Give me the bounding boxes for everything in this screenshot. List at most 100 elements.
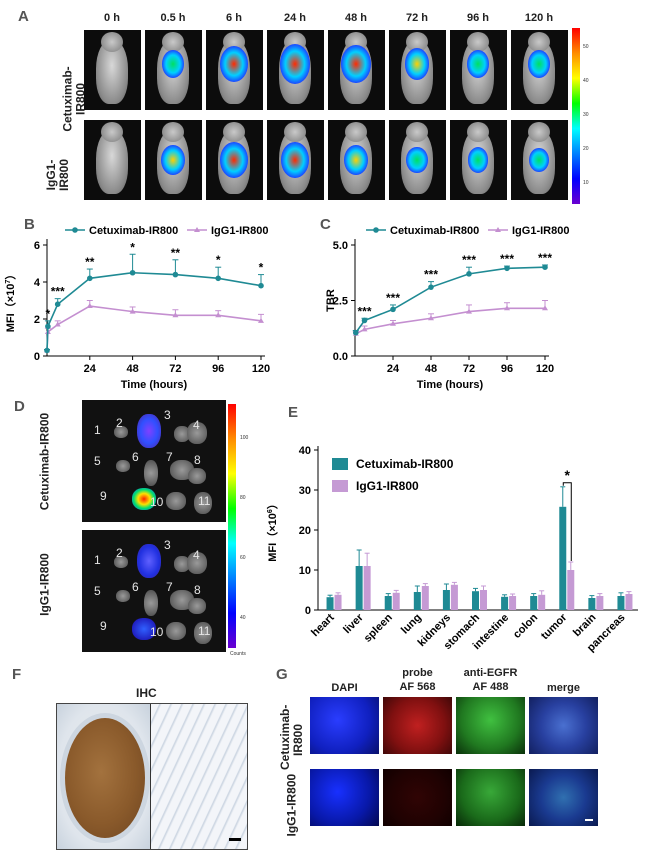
legend-marker: [194, 227, 200, 232]
mouse-head: [406, 122, 428, 142]
organ-number: 6: [132, 580, 139, 594]
legend-label: IgG1-IR800: [512, 225, 569, 237]
category-label: colon: [511, 611, 540, 640]
fluorescence-micrograph: [456, 697, 525, 754]
fluorescence-micrograph: [310, 697, 379, 754]
timepoint-label: 0 h: [104, 12, 120, 24]
mouse-head: [467, 32, 489, 52]
colorbar-tick: 20: [583, 146, 589, 152]
organ: [187, 552, 207, 574]
bar-cetuximab: [501, 596, 509, 610]
data-point-igg1: [466, 308, 472, 314]
bar-igg1: [509, 596, 517, 610]
colorbar-d: [228, 404, 236, 648]
data-point-cetuximab: [258, 282, 264, 289]
timepoint-label: 96 h: [466, 12, 489, 24]
mouse-head: [528, 32, 550, 52]
data-point-igg1: [428, 315, 434, 321]
fluorescence-micrograph: [456, 769, 525, 826]
mouse-image: [145, 30, 202, 110]
data-point-igg1: [390, 320, 396, 326]
y-tick-label: 2.5: [333, 296, 348, 308]
data-point-cetuximab: [428, 284, 434, 290]
y-tick-label: 2: [34, 314, 40, 326]
data-point-igg1: [172, 312, 179, 318]
bar-igg1: [567, 570, 575, 610]
mouse-head: [406, 32, 428, 52]
x-tick-label: 72: [463, 363, 475, 375]
significance-label: ***: [51, 285, 65, 299]
y-tick-label: 0: [305, 605, 311, 617]
y-axis-label-tail: ）: [4, 269, 17, 280]
significance-label: *: [130, 240, 135, 254]
x-tick-label: 24: [84, 363, 97, 375]
significance-label: *: [565, 467, 571, 483]
mouse-image: [145, 120, 202, 200]
data-point-cetuximab: [87, 275, 93, 282]
ex-vivo-image-cetuximab: 1 2 3 4 5 6 7 8 9 10 11: [82, 400, 226, 522]
data-point-cetuximab: [54, 301, 61, 307]
fluorescence-signal: [467, 147, 489, 173]
y-tick-label: 20: [299, 525, 311, 537]
organ-number: 5: [94, 454, 101, 468]
ihc-stained-tumor: [65, 718, 145, 838]
fluorescence-signal: [161, 144, 185, 176]
data-point-igg1: [129, 308, 136, 314]
mouse-head: [223, 122, 245, 142]
scale-bar: [229, 838, 241, 841]
significance-label: ***: [357, 304, 371, 318]
category-label: spleen: [362, 611, 395, 644]
panel-label-f: F: [12, 666, 22, 683]
data-point-cetuximab: [45, 323, 51, 330]
mouse-head: [284, 122, 306, 142]
significance-label: ***: [500, 252, 514, 266]
category-label: tumor: [539, 611, 570, 642]
colorbar-tick: 100: [240, 435, 249, 441]
x-tick-label: 96: [501, 363, 513, 375]
fluorescence-signal: [281, 142, 309, 178]
legend-marker: [373, 227, 379, 233]
bar-igg1: [363, 566, 371, 610]
fluorescence-signal: [279, 44, 311, 84]
organ: [144, 590, 158, 616]
organ-number: 7: [166, 450, 173, 464]
data-point-cetuximab: [542, 264, 548, 270]
bar-cetuximab: [413, 592, 421, 610]
data-point-igg1: [504, 305, 510, 311]
g-column-header: DAPI: [331, 682, 358, 694]
data-point-igg1: [86, 303, 93, 309]
mouse-image: [450, 120, 507, 200]
mouse-head: [101, 32, 123, 52]
bar-cetuximab: [588, 598, 596, 610]
ihc-divider: [150, 704, 151, 849]
data-point-igg1: [215, 312, 222, 318]
panel-label-c: C: [320, 216, 331, 233]
category-label: liver: [341, 611, 366, 636]
organ-number: 1: [94, 423, 101, 437]
bar-igg1: [334, 594, 342, 610]
organ: [132, 488, 156, 510]
organ-number: 9: [100, 619, 107, 633]
ihc-tumor-field: [57, 704, 150, 849]
organ: [137, 414, 161, 448]
significance-label: *: [259, 261, 264, 275]
legend-label: Cetuximab-IR800: [89, 225, 178, 237]
data-point-cetuximab: [466, 271, 472, 277]
colorbar-tick: 60: [240, 555, 246, 561]
organ: [187, 422, 207, 444]
legend-swatch: [332, 480, 348, 492]
category-label: heart: [309, 611, 337, 639]
series-line-igg1: [46, 305, 262, 351]
significance-label: ***: [538, 251, 552, 265]
fluorescence-micrograph: [529, 697, 598, 754]
organ: [132, 618, 156, 640]
significance-label: *: [216, 253, 221, 267]
y-axis-label-tail: ）: [266, 498, 279, 509]
organ: [166, 492, 186, 510]
bar-cetuximab: [472, 591, 479, 610]
data-point-cetuximab: [215, 275, 221, 282]
series-line-cetuximab: [355, 266, 546, 334]
organ-number: 9: [100, 489, 107, 503]
